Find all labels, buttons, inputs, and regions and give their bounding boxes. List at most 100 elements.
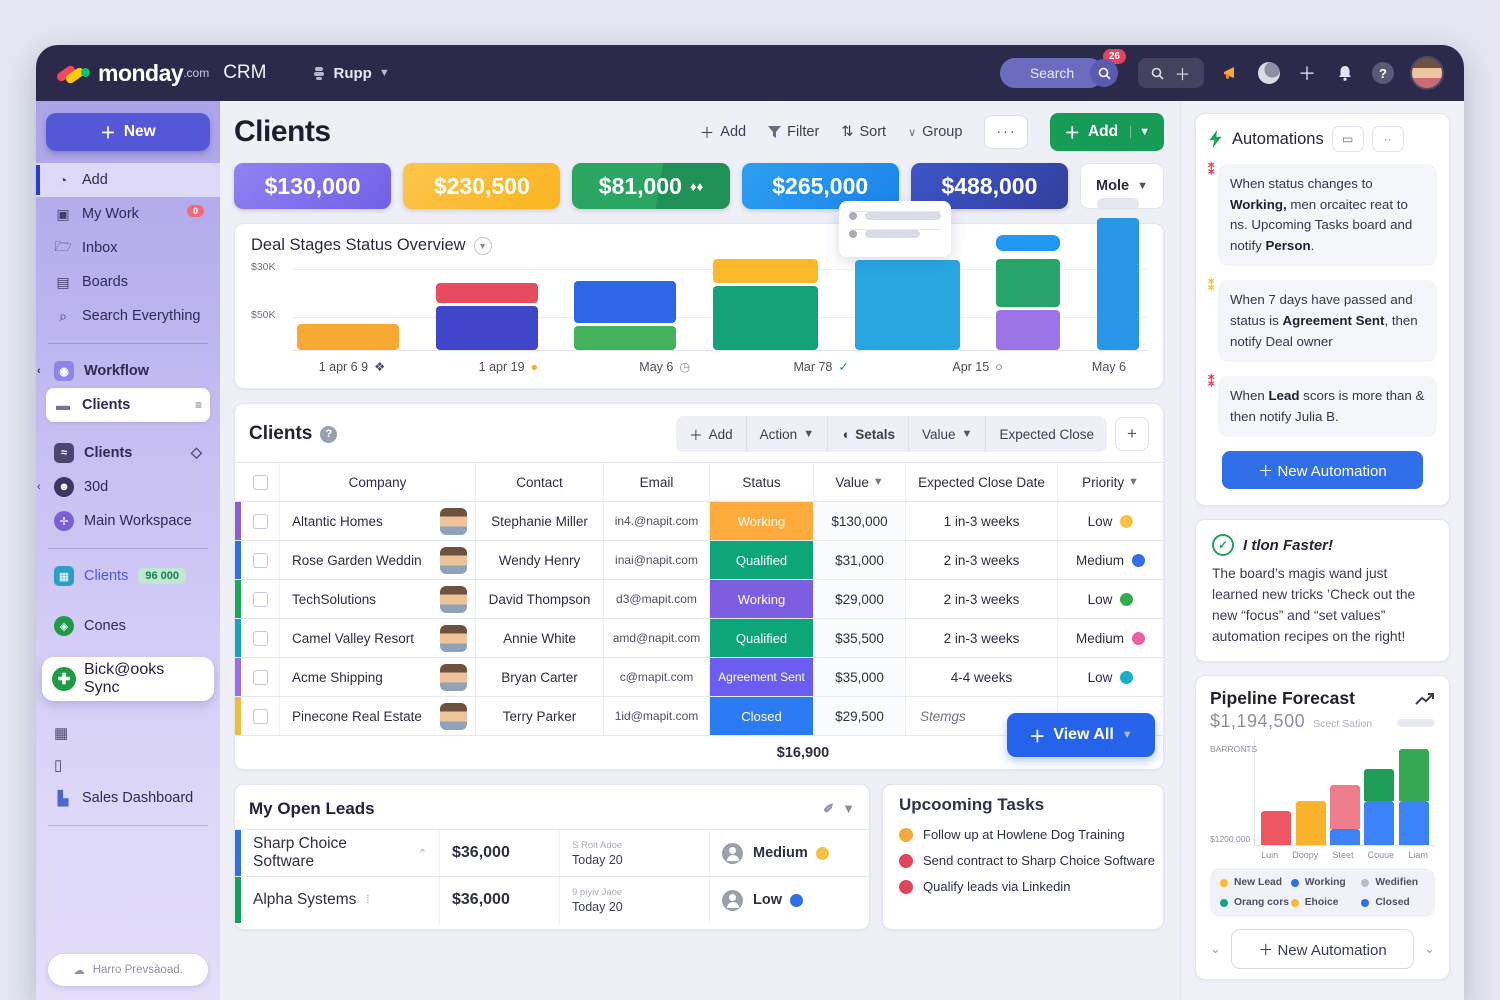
priority-cell[interactable]: Low — [1057, 658, 1163, 696]
value-cell[interactable]: $130,000 — [813, 502, 905, 540]
sidebar-item-inbox[interactable]: 🗁 Inbox — [46, 231, 210, 265]
column-header[interactable]: Company — [279, 463, 475, 501]
status-cell[interactable]: Working — [709, 580, 813, 618]
forecast-bar[interactable] — [1329, 785, 1360, 846]
value-cell[interactable]: $29,500 — [813, 697, 905, 735]
row-checkbox[interactable] — [252, 552, 268, 568]
table-value-dropdown[interactable]: Value ▼ — [909, 416, 987, 452]
sidebar-item-main-workspace[interactable]: ✛ Main Workspace — [46, 504, 210, 538]
table-action-dropdown[interactable]: Action ▼ — [747, 416, 829, 452]
forecast-bar[interactable] — [1398, 749, 1429, 846]
expected-close-cell[interactable]: 1 in-3 weeks — [905, 502, 1057, 540]
status-cell[interactable]: Qualified — [709, 619, 813, 657]
task-item[interactable]: Qualify leads via Linkedin — [899, 879, 1147, 894]
diamond-icon[interactable]: ◇ — [190, 445, 202, 461]
table-row[interactable]: Rose Garden Weddin Wendy Henry inai@napi… — [235, 540, 1163, 579]
user-avatar[interactable] — [1410, 56, 1444, 90]
column-header[interactable]: Status — [709, 463, 813, 501]
sidebar-item-my-work[interactable]: ▣ My Work 0 — [46, 197, 210, 231]
expected-close-cell[interactable]: 4-4 weeks — [905, 658, 1057, 696]
company-name[interactable]: TechSolutions — [292, 591, 377, 607]
column-header[interactable]: Priority ▼ — [1057, 463, 1163, 501]
chevron-down-icon[interactable]: ▼ — [842, 801, 855, 816]
new-automation-button[interactable]: ＋ New Automation — [1221, 451, 1424, 490]
sidebar-item-cones[interactable]: ◈ Cones — [46, 609, 210, 643]
row-checkbox[interactable] — [252, 669, 268, 685]
board-button[interactable]: ▭ — [1331, 126, 1364, 152]
bar-6[interactable] — [996, 235, 1061, 350]
sidebar-item-clients-link[interactable]: ▦ Clients 96 000 — [46, 559, 210, 593]
column-header[interactable]: Value ▼ — [813, 463, 905, 501]
add-button[interactable]: ＋ Add ▼ — [1050, 113, 1164, 151]
contact-name[interactable]: Bryan Carter — [475, 658, 603, 696]
email[interactable]: inai@napit.com — [603, 541, 709, 579]
table-details-button[interactable]: ◖ Setals — [828, 416, 910, 452]
company-name[interactable]: Rose Garden Weddin — [292, 552, 422, 568]
lead-priority-cell[interactable]: Medium — [709, 830, 869, 876]
value-cell[interactable]: $31,000 — [813, 541, 905, 579]
value-cell[interactable]: $35,000 — [813, 658, 905, 696]
kebab-icon[interactable]: ⁞ — [366, 894, 370, 906]
table-add-button[interactable]: ＋ Add — [676, 416, 747, 452]
summary-card-4[interactable]: $265,000 — [741, 163, 899, 209]
bar-4[interactable] — [712, 259, 818, 350]
search-input[interactable]: Search 26 — [1000, 49, 1126, 88]
chevron-down-icon[interactable]: ▼ — [1130, 126, 1158, 138]
row-checkbox[interactable] — [252, 513, 268, 529]
bar-7[interactable] — [1096, 198, 1139, 350]
contact-name[interactable]: David Thompson — [475, 580, 603, 618]
status-cell[interactable]: Agreement Sent — [709, 658, 813, 696]
table-row[interactable]: Altantic Homes Stephanie Miller in4.@nap… — [235, 501, 1163, 540]
expected-close-cell[interactable]: Stemgs — [905, 697, 1057, 735]
task-item[interactable]: Follow up at Howlene Dog Training — [899, 827, 1147, 842]
priority-cell[interactable]: Medium — [1057, 541, 1163, 579]
new-button[interactable]: ＋ New — [46, 113, 210, 151]
email[interactable]: 1id@mapit.com — [603, 697, 709, 735]
chevron-down-icon[interactable]: ⌄ — [1210, 941, 1221, 957]
quickbooks-sync-button[interactable]: ✚ Bick@ooks Sync — [42, 657, 214, 701]
sidebar-item-workflow[interactable]: ‹ ◉ Workflow — [37, 354, 210, 388]
select-all-checkbox[interactable] — [252, 474, 268, 490]
sort-tool[interactable]: ⇅ Sort — [841, 124, 887, 140]
summary-card-3[interactable]: $81,000 ♦♦ — [572, 163, 730, 209]
quick-search-box[interactable]: ＋ — [1138, 58, 1204, 88]
summary-card-2[interactable]: $230,500 — [403, 163, 561, 209]
company-name[interactable]: Altantic Homes — [292, 513, 383, 529]
table-row[interactable]: TechSolutions David Thompson d3@mapit.co… — [235, 579, 1163, 618]
chevron-down-icon[interactable]: ⌄ — [1424, 941, 1435, 957]
mole-dropdown[interactable]: Mole ▼ — [1080, 163, 1165, 209]
company-name[interactable]: Camel Valley Resort — [292, 630, 415, 646]
value-cell[interactable]: $29,000 — [813, 580, 905, 618]
priority-cell[interactable]: Medium — [1057, 619, 1163, 657]
sidebar-item-clients-board[interactable]: ≈ Clients ◇ — [46, 436, 210, 470]
expected-close-cell[interactable]: 2 in-3 weeks — [905, 619, 1057, 657]
priority-cell[interactable]: Low — [1057, 502, 1163, 540]
contact-name[interactable]: Annie White — [475, 619, 603, 657]
row-checkbox[interactable] — [252, 708, 268, 724]
sidebar-mini-icon-1[interactable]: ▦ — [46, 717, 210, 749]
forecast-bar[interactable] — [1295, 801, 1326, 846]
sidebar-bottom-pill[interactable]: ☁ Harro Prevsàoad. — [48, 954, 208, 986]
chevron-up-icon[interactable]: ⌃ — [417, 847, 427, 860]
contact-name[interactable]: Wendy Henry — [475, 541, 603, 579]
sidebar-item-boards[interactable]: ▤ Boards — [46, 265, 210, 299]
bell-icon[interactable] — [1334, 62, 1356, 84]
group-tool[interactable]: ∨ Group — [908, 124, 963, 140]
sort-icon[interactable]: ≡ — [194, 398, 202, 412]
company-name[interactable]: Pinecone Real Estate — [292, 708, 422, 724]
status-cell[interactable]: Qualified — [709, 541, 813, 579]
summary-card-1[interactable]: $130,000 — [234, 163, 392, 209]
automation-recipe[interactable]: ⁑ When status changes to Working, men or… — [1208, 162, 1437, 267]
globe-icon[interactable] — [1258, 62, 1280, 84]
table-expected-close-dropdown[interactable]: Expected Close — [999, 426, 1094, 442]
sidebar-item-add[interactable]: ◔ Add — [36, 163, 220, 197]
help-icon[interactable]: ? — [320, 425, 338, 443]
lead-priority-cell[interactable]: Low — [709, 877, 869, 923]
add-tool[interactable]: ＋ Add — [700, 122, 746, 143]
column-header[interactable]: Email — [603, 463, 709, 501]
more-button[interactable]: ·· — [1371, 126, 1404, 152]
sidebar-mini-icon-2[interactable]: ▯ — [46, 749, 210, 781]
bar-1[interactable] — [297, 324, 399, 350]
sidebar-item-search-everything[interactable]: ⌕ Search Everything — [46, 299, 210, 333]
status-cell[interactable]: Working — [709, 502, 813, 540]
